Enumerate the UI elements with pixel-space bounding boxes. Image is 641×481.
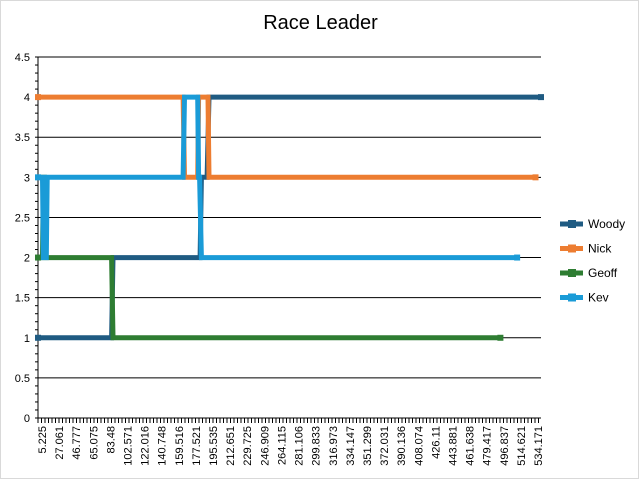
- x-tick-label-group: 140.748: [157, 426, 169, 466]
- x-tick-label: 65.075: [88, 426, 100, 460]
- x-tick-label-group: 443.881: [447, 426, 459, 466]
- x-tick-label: 264.115: [276, 426, 288, 465]
- y-tick-label: 1: [24, 333, 30, 345]
- x-tick-label: 372.031: [379, 426, 391, 466]
- series-marker-geoff: [497, 334, 504, 341]
- legend-label-nick: Nick: [588, 242, 612, 256]
- legend-label-woody: Woody: [588, 217, 625, 231]
- series-marker-kev: [35, 174, 41, 181]
- x-tick-label-group: 281.106: [294, 426, 306, 466]
- x-tick-label: 334.147: [345, 426, 357, 466]
- x-tick-label-group: 5.225: [37, 426, 49, 454]
- x-tick-label: 534.171: [533, 426, 545, 466]
- y-tick-label: 0.5: [15, 373, 30, 385]
- x-tick-label: 122.016: [140, 426, 152, 466]
- x-tick-label: 177.521: [191, 426, 203, 466]
- legend-marker-woody: [568, 220, 576, 228]
- legend-marker-nick: [568, 244, 576, 253]
- x-tick-label-group: 177.521: [191, 426, 203, 466]
- x-tick-label-group: 122.016: [140, 426, 152, 466]
- x-tick-label: 83.48: [105, 426, 117, 454]
- legend-marker-kev: [568, 293, 576, 302]
- x-tick-label: 408.074: [413, 426, 425, 466]
- x-tick-label: 496.837: [499, 426, 511, 466]
- x-tick-label-group: 514.621: [516, 426, 528, 466]
- x-tick-label-group: 83.48: [105, 426, 117, 454]
- series-marker-kev: [514, 254, 521, 261]
- legend-label-geoff: Geoff: [588, 266, 618, 280]
- x-tick-label: 46.777: [71, 426, 83, 460]
- x-tick-label-group: 426.11: [430, 426, 442, 459]
- y-tick-label: 3: [24, 172, 30, 184]
- x-tick-label: 5.225: [37, 426, 49, 454]
- x-tick-label: 27.061: [54, 426, 66, 460]
- series-marker-nick: [532, 174, 539, 181]
- series-marker-woody: [538, 94, 544, 101]
- x-tick-label: 479.417: [482, 426, 494, 466]
- series-marker-geoff: [35, 254, 41, 261]
- x-tick-label: 299.833: [311, 426, 323, 466]
- x-tick-label-group: 195.535: [208, 426, 220, 466]
- x-tick-label-group: 372.031: [379, 426, 391, 466]
- series-marker-nick: [35, 94, 41, 101]
- legend-label-kev: Kev: [588, 291, 609, 305]
- x-tick-label: 195.535: [208, 426, 220, 466]
- x-tick-label-group: 496.837: [499, 426, 511, 466]
- chart-title: Race Leader: [263, 12, 378, 34]
- x-tick-label-group: 351.299: [362, 426, 374, 466]
- y-tick-label: 2.5: [15, 212, 30, 224]
- x-tick-label: 443.881: [447, 426, 459, 466]
- x-tick-label: 212.651: [225, 426, 237, 466]
- x-tick-label-group: 65.075: [88, 426, 100, 460]
- x-tick-label-group: 102.571: [123, 426, 135, 466]
- x-tick-label-group: 408.074: [413, 426, 425, 466]
- x-tick-label: 390.136: [396, 426, 408, 466]
- x-tick-label-group: 159.516: [174, 426, 186, 466]
- x-tick-label: 140.748: [157, 426, 169, 466]
- x-tick-label: 281.106: [294, 426, 306, 466]
- y-tick-label: 3.5: [15, 132, 30, 144]
- x-tick-label: 229.725: [242, 426, 254, 466]
- legend-marker-geoff: [568, 269, 576, 277]
- x-tick-label: 426.11: [430, 426, 442, 459]
- x-tick-label-group: 46.777: [71, 426, 83, 460]
- x-tick-label-group: 246.909: [259, 426, 271, 466]
- x-tick-label-group: 334.147: [345, 426, 357, 466]
- x-tick-label-group: 27.061: [54, 426, 66, 460]
- x-tick-label-group: 264.115: [276, 426, 288, 465]
- x-tick-label-group: 390.136: [396, 426, 408, 466]
- x-tick-label-group: 461.638: [465, 426, 477, 466]
- x-tick-label-group: 534.171: [533, 426, 545, 466]
- x-tick-label: 461.638: [465, 426, 477, 466]
- y-tick-label: 4.5: [15, 52, 30, 64]
- x-tick-label-group: 316.973: [328, 426, 340, 466]
- x-tick-label-group: 299.833: [311, 426, 323, 466]
- y-tick-label: 0: [24, 413, 30, 425]
- x-tick-label: 246.909: [259, 426, 271, 466]
- x-tick-label: 514.621: [516, 426, 528, 466]
- series-marker-woody: [35, 334, 41, 341]
- y-tick-label: 1.5: [15, 293, 30, 305]
- x-tick-label-group: 212.651: [225, 426, 237, 466]
- x-tick-label: 159.516: [174, 426, 186, 466]
- x-tick-label: 316.973: [328, 426, 340, 466]
- y-tick-label: 2: [24, 253, 30, 265]
- x-tick-label: 351.299: [362, 426, 374, 466]
- y-tick-label: 4: [24, 92, 30, 104]
- x-tick-label-group: 479.417: [482, 426, 494, 466]
- series-line-kev: [38, 94, 518, 261]
- x-tick-label-group: 229.725: [242, 426, 254, 466]
- x-tick-label: 102.571: [123, 426, 135, 466]
